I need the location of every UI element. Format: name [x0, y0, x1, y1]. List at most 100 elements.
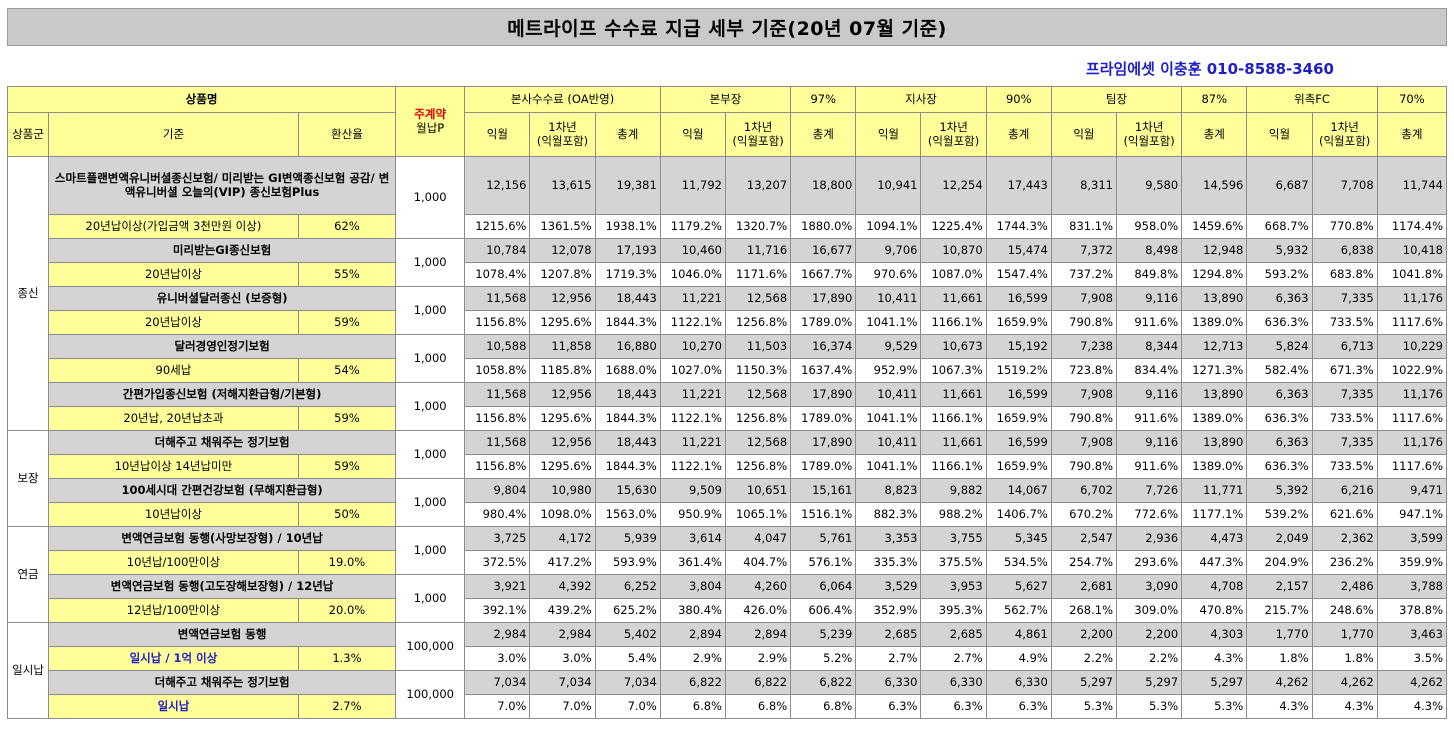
commission-percent: 7.0% — [594, 694, 661, 719]
commission-percent: 952.9% — [855, 358, 922, 383]
subheader-next-month: 익월 — [1050, 112, 1118, 157]
commission-value: 5,402 — [594, 622, 661, 647]
commission-value: 11,568 — [464, 286, 531, 311]
conversion-rate: 1.3% — [297, 646, 397, 671]
commission-percent: 293.6% — [1115, 550, 1183, 575]
main-premium: 1,000 — [395, 430, 466, 479]
main-premium: 1,000 — [395, 156, 466, 239]
commission-percent: 562.7% — [985, 598, 1052, 623]
commission-value: 6,822 — [724, 670, 792, 695]
commission-percent: 621.6% — [1311, 502, 1378, 527]
commission-percent: 1789.0% — [790, 310, 857, 335]
commission-percent: 6.3% — [920, 694, 987, 719]
commission-percent: 4.9% — [985, 646, 1052, 671]
commission-percent: 1938.1% — [594, 214, 661, 239]
commission-percent: 1256.8% — [724, 454, 792, 479]
commission-value: 11,221 — [659, 286, 726, 311]
commission-percent: 7.0% — [529, 694, 596, 719]
commission-percent: 6.3% — [985, 694, 1052, 719]
commission-percent: 834.4% — [1115, 358, 1183, 383]
commission-percent: 4.3% — [1311, 694, 1378, 719]
subheader-first-year: 1차년 (익월포함) — [920, 112, 987, 157]
commission-percent: 1844.3% — [594, 310, 661, 335]
subheader-first-year-note: (익월포함) — [1123, 133, 1175, 148]
commission-value: 2,362 — [1311, 526, 1378, 551]
product-row: 변액연금보험 동행(고도장해보장형) / 12년납 1,000 3,921 4,392… — [8, 574, 1448, 623]
commission-percent: 1.8% — [1311, 646, 1378, 671]
commission-percent: 1122.1% — [659, 310, 726, 335]
product-row: 일시납 변액연금보험 동행 100,000 2,984 2,984 5,402 2,894 2… — [6, 622, 1448, 719]
commission-value: 11,176 — [1376, 430, 1448, 455]
header-group: 상품군 — [6, 112, 50, 157]
subheader-total: 총계 — [790, 112, 857, 157]
commission-percent: 1844.3% — [594, 454, 661, 479]
commission-percent: 1117.6% — [1376, 454, 1448, 479]
commission-percent: 204.9% — [1246, 550, 1313, 575]
product-criteria-row: 20년납이상(가입금액 3천만원 이상) 62% 1215.6% 1361.5% 193… — [8, 214, 1448, 239]
commission-value: 6,363 — [1246, 286, 1313, 311]
commission-value: 14,067 — [985, 478, 1052, 503]
commission-value: 3,463 — [1376, 622, 1448, 647]
commission-percent: 625.2% — [594, 598, 661, 623]
commission-percent: 1179.2% — [659, 214, 726, 239]
commission-percent: 1065.1% — [724, 502, 792, 527]
commission-value: 9,706 — [855, 238, 922, 263]
commission-value: 6,330 — [920, 670, 987, 695]
commission-value: 13,890 — [1181, 286, 1248, 311]
header-main-contract-label: 주계약 — [414, 107, 447, 122]
product-criteria-row: 20년납이상 55% 1078.4% 1207.8% 1719.3% 1046.0% 117… — [8, 262, 1448, 287]
commission-value: 6,687 — [1246, 156, 1313, 215]
header-section-fc: 위촉FC — [1246, 86, 1378, 113]
commission-value: 11,858 — [529, 334, 596, 359]
product-name: 스마트플랜변액유니버셜종신보험/ 미리받는 GI변액종신보험 공감/ 변액유니버… — [48, 156, 397, 215]
commission-value: 2,894 — [724, 622, 792, 647]
commission-percent: 576.1% — [790, 550, 857, 575]
commission-value: 12,956 — [529, 430, 596, 455]
commission-value: 3,953 — [920, 574, 987, 599]
commission-percent: 911.6% — [1115, 454, 1183, 479]
main-premium: 1,000 — [395, 478, 466, 527]
commission-value: 17,193 — [594, 238, 661, 263]
commission-value: 4,303 — [1181, 622, 1248, 647]
commission-percent: 335.3% — [855, 550, 922, 575]
commission-value: 3,755 — [920, 526, 987, 551]
commission-value: 12,156 — [464, 156, 531, 215]
product-row: 100세시대 간편건강보험 (무해지환급형) 1,000 9,804 10,980 15… — [8, 478, 1448, 527]
commission-value: 7,908 — [1050, 382, 1118, 407]
commission-percent: 6.8% — [659, 694, 726, 719]
commission-value: 12,956 — [529, 286, 596, 311]
commission-percent: 359.9% — [1376, 550, 1448, 575]
commission-percent: 593.2% — [1246, 262, 1313, 287]
commission-value: 11,568 — [464, 430, 531, 455]
subheader-next-month: 익월 — [1246, 112, 1313, 157]
commission-percent: 1058.8% — [464, 358, 531, 383]
commission-value: 13,615 — [529, 156, 596, 215]
commission-percent: 1744.3% — [985, 214, 1052, 239]
commission-percent: 1406.7% — [985, 502, 1052, 527]
commission-value: 6,252 — [594, 574, 661, 599]
commission-value: 2,547 — [1050, 526, 1118, 551]
commission-percent: 683.8% — [1311, 262, 1378, 287]
subheader-total: 총계 — [1376, 112, 1448, 157]
conversion-rate: 50% — [297, 502, 397, 527]
product-criteria: 90세납 — [48, 358, 299, 383]
commission-value: 2,984 — [529, 622, 596, 647]
commission-value: 8,823 — [855, 478, 922, 503]
product-criteria: 20년납이상 — [48, 262, 299, 287]
commission-value: 7,034 — [594, 670, 661, 695]
commission-percent: 1389.0% — [1181, 406, 1248, 431]
commission-percent: 1122.1% — [659, 454, 726, 479]
commission-value: 2,984 — [464, 622, 531, 647]
product-row: 미리받는GI종신보험 1,000 10,784 12,078 17,193 10,460 1… — [8, 238, 1448, 287]
commission-percent: 1659.9% — [985, 406, 1052, 431]
product-row: 달러경영인정기보험 1,000 10,588 11,858 16,880 10,270 11… — [8, 334, 1448, 383]
commission-value: 10,411 — [855, 286, 922, 311]
commission-percent: 4.3% — [1376, 694, 1448, 719]
commission-percent: 2.9% — [659, 646, 726, 671]
commission-value: 6,838 — [1311, 238, 1378, 263]
product-criteria: 10년납이상 — [48, 502, 299, 527]
commission-percent: 1098.0% — [529, 502, 596, 527]
commission-percent: 1122.1% — [659, 406, 726, 431]
commission-value: 7,238 — [1050, 334, 1118, 359]
product-row: 더해주고 채워주는 정기보험 100,000 7,034 7,034 7,034 6,82… — [8, 670, 1448, 719]
